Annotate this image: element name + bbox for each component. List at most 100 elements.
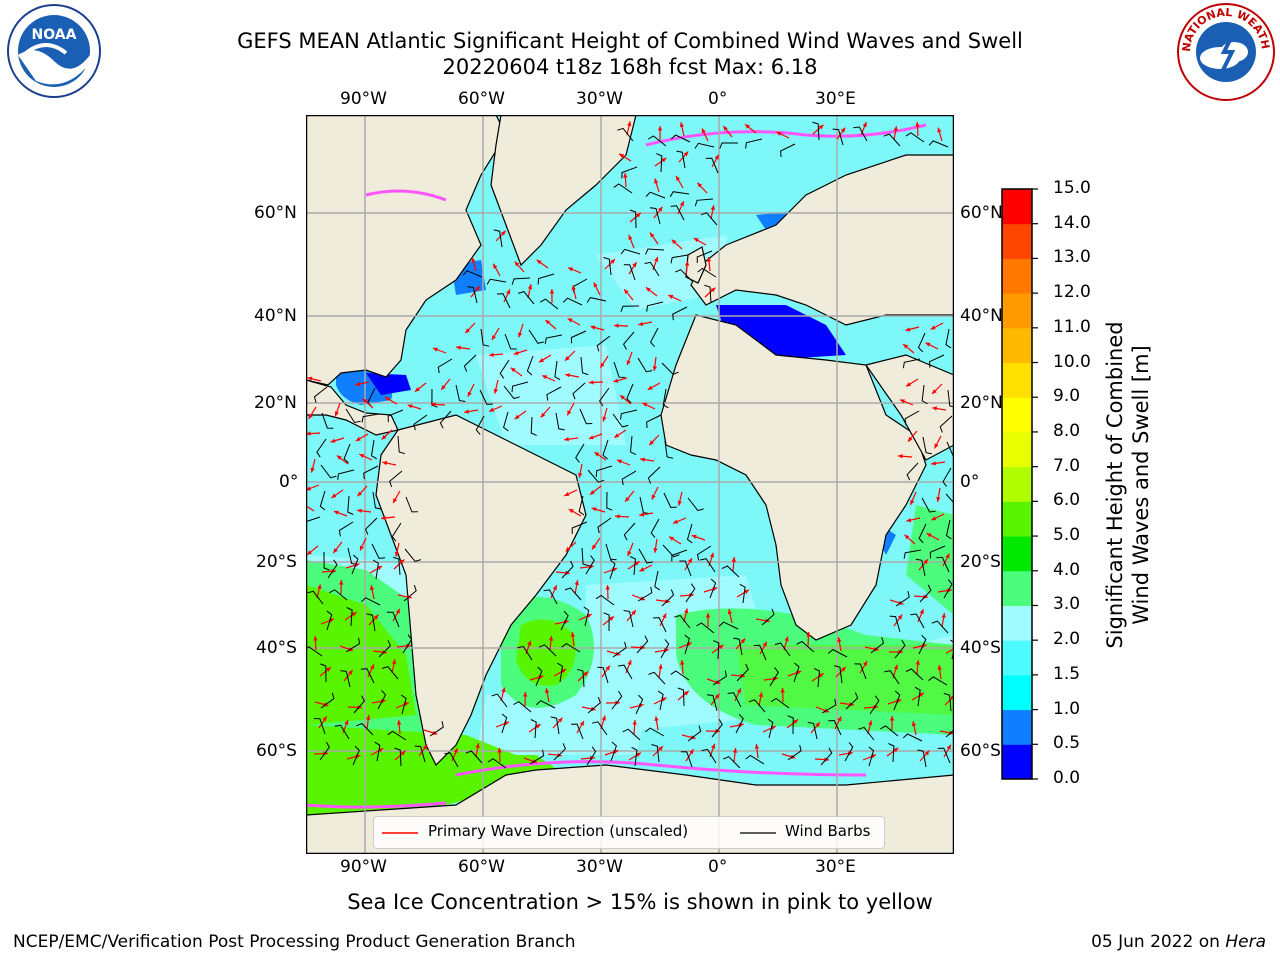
wave-direction-arrowhead xyxy=(776,131,782,136)
wind-barb xyxy=(535,700,556,709)
wave-direction-arrowhead xyxy=(415,387,420,392)
wave-direction-arrowhead xyxy=(615,700,620,705)
wind-barb xyxy=(769,667,779,687)
wave-direction-arrowhead xyxy=(514,261,520,267)
wind-barb xyxy=(670,205,685,221)
wind-barb xyxy=(654,570,661,591)
wind-barb xyxy=(413,414,428,431)
wave-direction-arrowhead xyxy=(308,413,313,419)
wave-direction-arrowhead xyxy=(475,286,480,291)
wind-barb xyxy=(595,594,615,606)
wave-height-map xyxy=(305,114,955,855)
wave-direction-arrowhead xyxy=(610,259,615,264)
wind-barb xyxy=(414,745,426,763)
lat-label-left: 40°N xyxy=(254,306,297,326)
lat-label-left: 20°S xyxy=(256,552,297,572)
wave-direction-arrowhead xyxy=(506,289,511,295)
wave-direction-arrowhead xyxy=(355,381,361,387)
wave-direction-arrowhead xyxy=(548,636,554,641)
lon-label-top: 30°W xyxy=(576,89,623,109)
wind-barb xyxy=(329,589,348,601)
wind-barb xyxy=(646,301,664,312)
wind-barb xyxy=(606,491,613,511)
wind-barb xyxy=(320,663,327,683)
wind-barb xyxy=(623,522,636,541)
wind-barb xyxy=(360,597,381,606)
wave-direction-arrowhead xyxy=(307,550,312,555)
wind-barb xyxy=(645,727,665,737)
colorbar-tick-label: 12.0 xyxy=(1053,282,1091,303)
colorbar-segment xyxy=(1002,640,1032,676)
wave-direction-arrowhead xyxy=(627,551,632,556)
wave-direction-arrowhead xyxy=(640,457,645,462)
wave-direction-arrowhead xyxy=(545,319,551,325)
wind-barb xyxy=(727,692,742,708)
colorbar-segment xyxy=(1002,293,1032,329)
wave-direction-arrowhead xyxy=(578,472,583,478)
wave-direction-arrowhead xyxy=(465,328,470,334)
wave-direction-arrowhead xyxy=(366,715,371,720)
nws-logo: NATIONAL WEATHER SERVICE xyxy=(1172,0,1276,102)
wind-barb xyxy=(465,750,483,764)
wave-direction-arrowhead xyxy=(688,558,693,563)
wind-barb xyxy=(694,198,714,207)
wind-barb xyxy=(696,250,713,264)
wave-direction-arrowhead xyxy=(937,127,942,133)
wave-direction-arrowhead xyxy=(475,743,480,748)
wind-barb xyxy=(902,358,921,369)
wind-barb xyxy=(936,556,950,573)
wind-barb xyxy=(557,662,564,683)
wind-barb xyxy=(361,413,380,423)
wind-barb xyxy=(437,358,453,374)
wind-barb xyxy=(554,360,561,381)
wind-barb xyxy=(928,354,945,368)
wave-direction-arrowhead xyxy=(780,688,785,693)
wind-barb xyxy=(463,354,477,372)
wave-direction-arrowhead xyxy=(615,514,620,519)
colorbar-segment xyxy=(1002,223,1032,259)
colorbar-tick-label: 3.0 xyxy=(1053,594,1081,615)
wind-barb xyxy=(321,412,334,429)
wind-barb xyxy=(700,558,716,573)
colorbar-segment xyxy=(1002,258,1032,294)
wave-direction-arrowhead xyxy=(568,267,573,272)
colorbar-segment xyxy=(1002,605,1032,641)
wind-barb xyxy=(679,560,692,577)
wind-barb xyxy=(343,443,351,464)
wind-barb xyxy=(833,665,843,684)
wave-direction-arrowhead xyxy=(936,497,941,502)
wave-direction-arrowhead xyxy=(627,660,632,665)
wind-barb xyxy=(366,613,376,632)
wave-direction-arrowhead xyxy=(669,536,675,541)
wave-direction-arrowhead xyxy=(571,285,576,291)
sea-ice-edge xyxy=(306,123,927,809)
wind-barb xyxy=(733,637,743,656)
wave-direction-arrowhead xyxy=(623,173,628,178)
wave-direction-arrowhead xyxy=(677,500,682,506)
wave-direction-arrowhead xyxy=(710,287,716,293)
wind-barb xyxy=(431,388,438,408)
wind-barb xyxy=(711,719,723,738)
legend-wind-barbs: Wind Barbs xyxy=(785,822,871,840)
wave-direction-arrowhead xyxy=(676,175,681,181)
wind-barb xyxy=(429,721,444,737)
wave-direction-arrowhead xyxy=(915,122,920,127)
wave-direction-arrowhead xyxy=(893,664,898,670)
wind-barb xyxy=(696,622,715,634)
wind-barb xyxy=(853,126,868,142)
wind-barb xyxy=(578,495,585,516)
wind-barb xyxy=(684,634,690,655)
lon-label-bottom: 90°W xyxy=(340,857,387,877)
wave-direction-arrowhead xyxy=(900,399,905,404)
wind-barb xyxy=(561,642,581,653)
wind-barb xyxy=(629,209,637,229)
wave-direction-arrowhead xyxy=(934,443,939,449)
wave-direction-arrowhead xyxy=(632,262,637,268)
wind-barb xyxy=(587,696,601,714)
wave-direction-arrowhead xyxy=(806,632,811,637)
wave-direction-arrowhead xyxy=(668,295,674,299)
colorbar-title: Significant Height of Combined Wind Wave… xyxy=(1103,321,1153,649)
wave-direction-arrowhead xyxy=(357,491,363,497)
wind-barb xyxy=(945,493,954,504)
wave-direction-arrowhead xyxy=(619,153,624,158)
